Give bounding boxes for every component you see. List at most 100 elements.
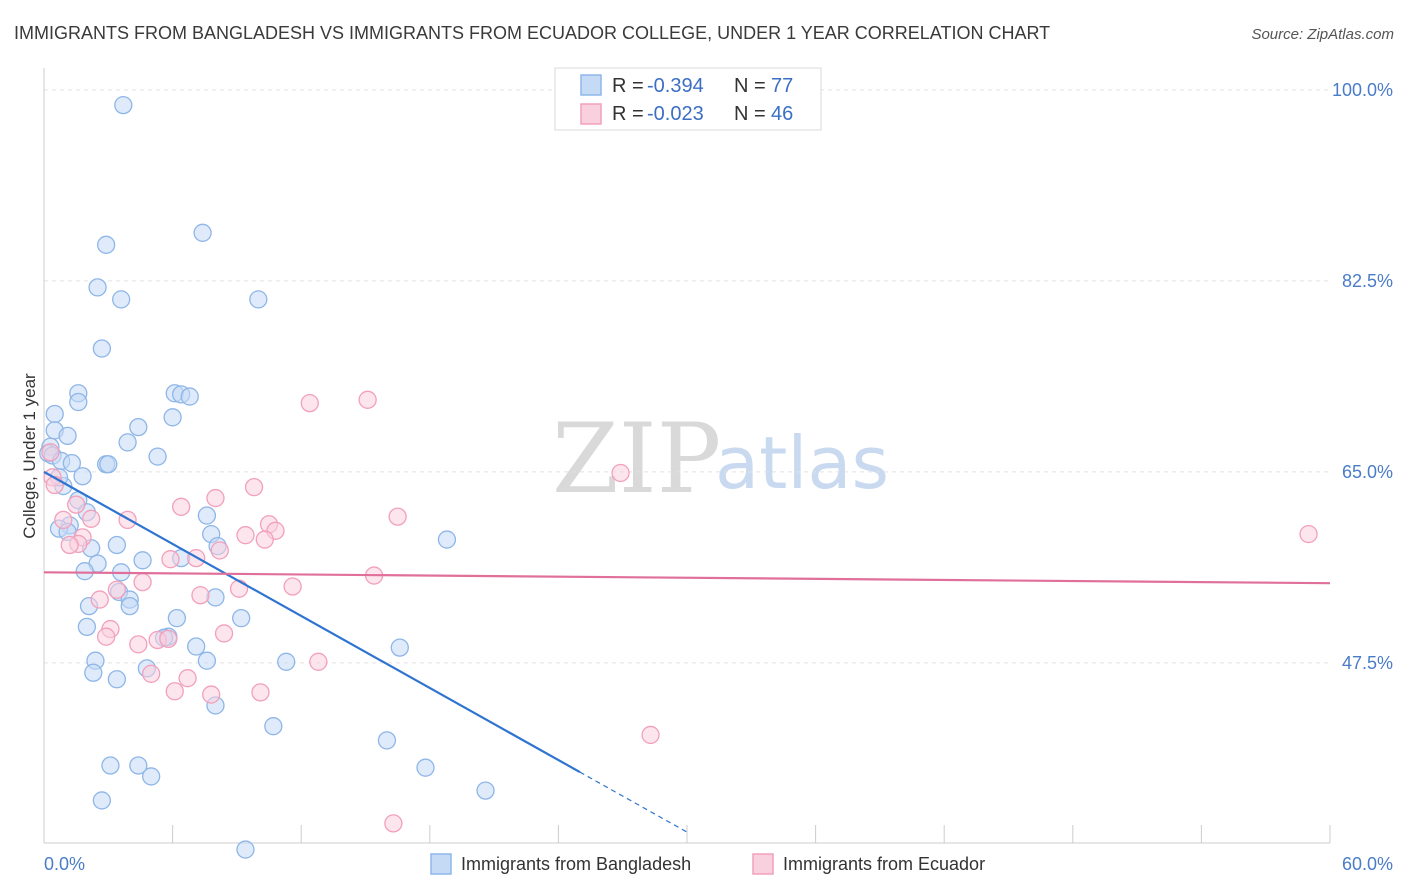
point-ecuador-45 xyxy=(41,443,60,462)
point-bangladesh-39 xyxy=(107,535,127,555)
point-bangladesh-17 xyxy=(118,433,137,452)
point-ecuador-36 xyxy=(165,682,184,701)
point-bangladesh-59 xyxy=(277,652,296,671)
point-bangladesh-0 xyxy=(114,95,133,115)
point-bangladesh-6 xyxy=(92,339,112,358)
point-ecuador-5 xyxy=(172,497,191,516)
point-bangladesh-70 xyxy=(476,781,495,800)
y-axis-label: College, Under 1 year xyxy=(20,373,39,539)
y-tick-label-0: 100.0% xyxy=(1332,80,1393,100)
chart-title: IMMIGRANTS FROM BANGLADESH VS IMMIGRANTS… xyxy=(14,23,1050,43)
point-bangladesh-56 xyxy=(390,638,409,657)
point-bangladesh-21 xyxy=(148,447,167,466)
point-ecuador-31 xyxy=(159,629,178,649)
point-ecuador-7 xyxy=(82,509,101,528)
point-ecuador-22 xyxy=(283,577,302,596)
point-bangladesh-26 xyxy=(73,467,92,486)
point-bangladesh-13 xyxy=(163,408,182,427)
point-bangladesh-58 xyxy=(197,651,217,670)
point-bangladesh-71 xyxy=(92,791,112,810)
point-bangladesh-31 xyxy=(197,506,217,525)
x-tick-labels: 0.0% 60.0% xyxy=(44,854,1393,874)
point-ecuador-4 xyxy=(206,488,225,508)
y-tick-label-3: 47.5% xyxy=(1342,653,1393,673)
point-ecuador-33 xyxy=(309,652,328,671)
point-ecuador-34 xyxy=(142,664,161,683)
point-ecuador-41 xyxy=(1299,524,1318,544)
y-tick-labels: 100.0% 82.5% 65.0% 47.5% xyxy=(1332,80,1393,673)
point-ecuador-28 xyxy=(214,624,234,643)
point-bangladesh-65 xyxy=(377,731,397,750)
point-ecuador-2 xyxy=(611,463,630,483)
y-tick-label-1: 82.5% xyxy=(1342,271,1393,291)
point-ecuador-19 xyxy=(161,550,180,569)
point-ecuador-1 xyxy=(358,390,377,409)
point-ecuador-25 xyxy=(191,586,210,605)
series-legend: Immigrants from Bangladesh Immigrants fr… xyxy=(430,853,985,875)
legend-n-value-ecuador: 46 xyxy=(771,103,793,125)
point-ecuador-39 xyxy=(641,725,660,745)
series-legend-swatch-ecuador xyxy=(752,853,774,875)
point-ecuador-35 xyxy=(178,669,197,688)
point-ecuador-38 xyxy=(251,683,270,702)
legend-swatch-bangladesh xyxy=(580,74,602,96)
point-ecuador-23 xyxy=(229,579,249,598)
point-bangladesh-72 xyxy=(236,840,255,859)
legend-r-label-ecuador: R = xyxy=(612,103,644,125)
series-legend-label-bangladesh: Immigrants from Bangladesh xyxy=(461,854,691,874)
legend-r-value-bangladesh: -0.394 xyxy=(647,75,704,97)
legend-swatch-ecuador xyxy=(580,103,602,125)
point-bangladesh-12 xyxy=(45,404,64,424)
correlation-legend: R = -0.394 N = 77 R = -0.023 N = 46 xyxy=(554,67,822,131)
point-bangladesh-16 xyxy=(58,426,77,446)
legend-r-label-bangladesh: R = xyxy=(612,75,644,97)
point-bangladesh-43 xyxy=(75,562,94,581)
point-ecuador-26 xyxy=(90,590,109,609)
trend-lines xyxy=(43,470,1331,833)
point-ecuador-3 xyxy=(244,478,264,497)
point-ecuador-37 xyxy=(202,685,221,704)
point-ecuador-44 xyxy=(67,495,86,514)
point-ecuador-9 xyxy=(54,510,73,530)
point-bangladesh-41 xyxy=(133,551,152,570)
point-bangladesh-50 xyxy=(167,608,187,628)
point-ecuador-0 xyxy=(300,393,319,413)
point-ecuador-12 xyxy=(236,526,255,545)
series-legend-swatch-bangladesh xyxy=(430,853,452,875)
point-bangladesh-61 xyxy=(84,663,103,682)
point-ecuador-21 xyxy=(133,572,152,592)
point-bangladesh-23 xyxy=(62,453,82,473)
point-ecuador-16 xyxy=(60,535,79,555)
point-ecuador-32 xyxy=(129,635,148,654)
point-ecuador-29 xyxy=(97,627,116,646)
point-bangladesh-36 xyxy=(437,530,457,549)
point-bangladesh-14 xyxy=(129,417,148,437)
point-ecuador-6 xyxy=(388,507,407,526)
point-bangladesh-10 xyxy=(180,387,199,406)
point-bangladesh-4 xyxy=(112,290,131,309)
point-ecuador-24 xyxy=(107,580,127,599)
point-bangladesh-69 xyxy=(416,758,435,777)
point-ecuador-40 xyxy=(384,814,403,833)
point-bangladesh-2 xyxy=(97,235,116,254)
x-tick-label-0: 0.0% xyxy=(44,854,85,874)
point-bangladesh-66 xyxy=(101,756,120,775)
series-legend-label-ecuador: Immigrants from Ecuador xyxy=(783,854,985,874)
data-points xyxy=(39,95,1318,859)
point-bangladesh-68 xyxy=(142,767,161,786)
point-bangladesh-5 xyxy=(249,290,268,309)
point-bangladesh-67 xyxy=(129,756,148,775)
point-ecuador-17 xyxy=(210,541,229,560)
point-bangladesh-3 xyxy=(88,278,107,297)
watermark-atlas: atlas xyxy=(715,421,889,505)
legend-n-label-bangladesh: N = xyxy=(734,75,766,97)
watermark-zip: ZIP xyxy=(552,403,721,515)
trend-line-extension-bangladesh xyxy=(579,771,688,833)
point-ecuador-13 xyxy=(255,530,274,549)
trend-line-bangladesh xyxy=(43,470,581,774)
point-bangladesh-52 xyxy=(77,617,97,637)
point-bangladesh-11 xyxy=(69,392,88,412)
point-bangladesh-1 xyxy=(193,223,212,242)
point-bangladesh-49 xyxy=(120,596,139,616)
